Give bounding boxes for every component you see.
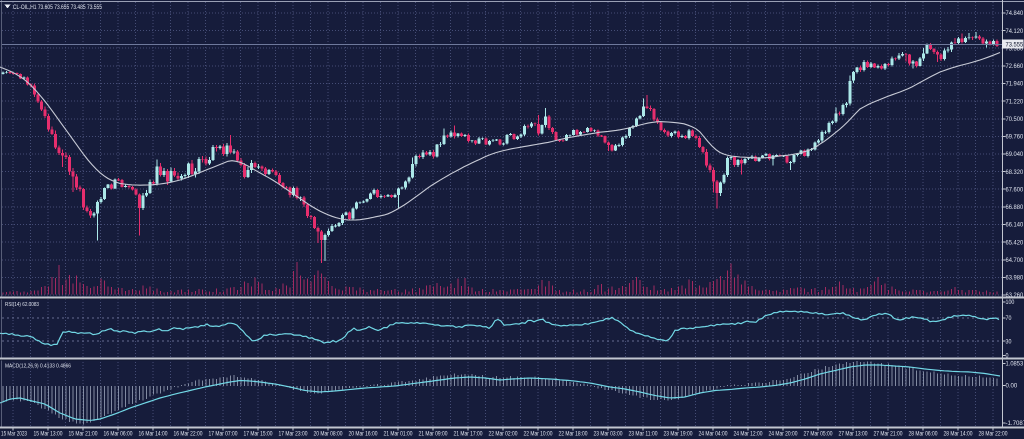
svg-text:22 Mar 10:00: 22 Mar 10:00	[524, 431, 553, 438]
svg-text:24 Mar 12:00: 24 Mar 12:00	[734, 431, 763, 438]
svg-text:69.040: 69.040	[1006, 151, 1024, 158]
svg-text:0.00: 0.00	[1006, 383, 1018, 390]
svg-text:67.600: 67.600	[1006, 186, 1024, 193]
svg-text:24 Mar 20:00: 24 Mar 20:00	[769, 431, 798, 438]
svg-text:63.980: 63.980	[1006, 275, 1024, 282]
svg-text:100: 100	[1006, 299, 1015, 306]
svg-text:27 Mar 13:00: 27 Mar 13:00	[839, 431, 868, 438]
svg-text:30: 30	[1006, 338, 1012, 345]
svg-text:21 Mar 17:00: 21 Mar 17:00	[454, 431, 483, 438]
svg-text:74.120: 74.120	[1006, 28, 1024, 35]
svg-text:70.500: 70.500	[1006, 116, 1024, 123]
svg-text:23 Mar 03:00: 23 Mar 03:00	[594, 431, 623, 438]
svg-text:15 Mar 2023: 15 Mar 2023	[1, 431, 27, 438]
svg-text:16 Mar 14:00: 16 Mar 14:00	[139, 431, 168, 438]
svg-text:69.760: 69.760	[1006, 134, 1024, 141]
svg-text:28 Mar 22:00: 28 Mar 22:00	[979, 431, 1008, 438]
svg-text:1.0853: 1.0853	[1006, 361, 1024, 368]
svg-text:16 Mar 22:00: 16 Mar 22:00	[174, 431, 203, 438]
svg-text:22 Mar 18:00: 22 Mar 18:00	[559, 431, 588, 438]
svg-text:71.940: 71.940	[1006, 81, 1024, 88]
svg-text:22 Mar 02:00: 22 Mar 02:00	[489, 431, 518, 438]
svg-text:71.220: 71.220	[1006, 98, 1024, 105]
svg-text:20 Mar 16:00: 20 Mar 16:00	[349, 431, 378, 438]
svg-text:23 Mar 19:00: 23 Mar 19:00	[664, 431, 693, 438]
svg-text:70: 70	[1006, 315, 1012, 322]
svg-text:15 Mar 21:00: 15 Mar 21:00	[69, 431, 98, 438]
svg-text:23 Mar 11:00: 23 Mar 11:00	[629, 431, 658, 438]
svg-text:63.260: 63.260	[1006, 292, 1024, 299]
svg-text:68.320: 68.320	[1006, 169, 1024, 176]
svg-text:21 Mar 01:00: 21 Mar 01:00	[384, 431, 413, 438]
svg-text:24 Mar 04:00: 24 Mar 04:00	[699, 431, 728, 438]
svg-text:72.660: 72.660	[1006, 63, 1024, 70]
svg-text:65.420: 65.420	[1006, 239, 1024, 246]
svg-text:28 Mar 14:00: 28 Mar 14:00	[944, 431, 973, 438]
svg-text:73.555: 73.555	[1006, 41, 1024, 48]
svg-text:17 Mar 23:00: 17 Mar 23:00	[279, 431, 308, 438]
svg-text:16 Mar 06:00: 16 Mar 06:00	[104, 431, 133, 438]
svg-text:66.140: 66.140	[1006, 222, 1024, 229]
svg-text:27 Mar 21:00: 27 Mar 21:00	[874, 431, 903, 438]
svg-text:73.380: 73.380	[1006, 46, 1024, 53]
svg-text:64.700: 64.700	[1006, 257, 1024, 264]
svg-text:27 Mar 05:00: 27 Mar 05:00	[804, 431, 833, 438]
svg-text:17 Mar 07:00: 17 Mar 07:00	[209, 431, 238, 438]
svg-text:RSI(14) 62.0083: RSI(14) 62.0083	[5, 302, 39, 308]
svg-text:21 Mar 09:00: 21 Mar 09:00	[419, 431, 448, 438]
svg-text:17 Mar 15:00: 17 Mar 15:00	[244, 431, 273, 438]
svg-text:0: 0	[1006, 353, 1009, 360]
svg-text:20 Mar 08:00: 20 Mar 08:00	[314, 431, 343, 438]
svg-text:CL-OIL,H1 73.605 73.655 73.485: CL-OIL,H1 73.605 73.655 73.485 73.555	[13, 4, 102, 11]
svg-text:66.880: 66.880	[1006, 204, 1024, 211]
svg-text:MACD(12,26,9) 0.4133 0.4866: MACD(12,26,9) 0.4133 0.4866	[5, 363, 71, 369]
svg-text:15 Mar 13:00: 15 Mar 13:00	[34, 431, 63, 438]
svg-text:74.840: 74.840	[1006, 10, 1024, 17]
svg-text:28 Mar 06:00: 28 Mar 06:00	[909, 431, 938, 438]
